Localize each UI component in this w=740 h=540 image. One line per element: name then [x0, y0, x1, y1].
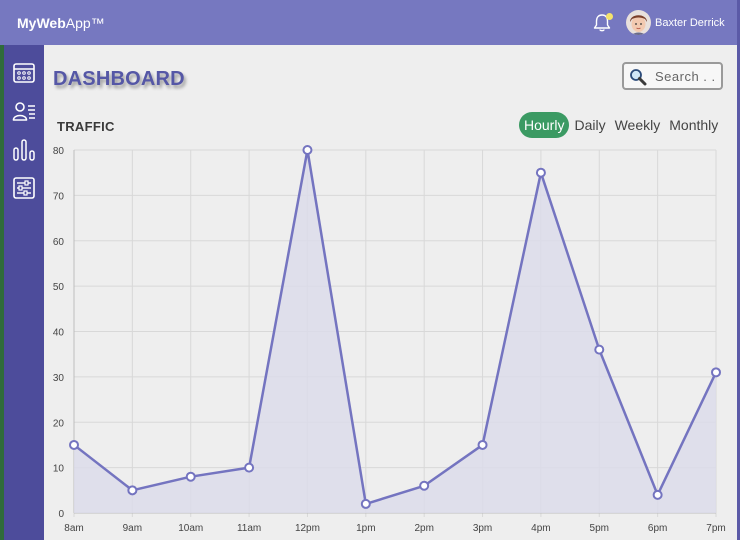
tab-weekly[interactable]: Weekly	[614, 117, 661, 133]
bar-chart-icon[interactable]	[12, 138, 36, 162]
sliders-icon[interactable]	[12, 176, 36, 200]
range-tabs: Hourly Daily Weekly Monthly	[519, 112, 723, 138]
traffic-title: TRAFFIC	[57, 119, 115, 134]
x-tick-label: 2pm	[414, 523, 433, 534]
series-line	[73, 148, 718, 506]
x-tick-label: 9am	[123, 523, 142, 534]
avatar[interactable]	[626, 10, 651, 35]
app-brand[interactable]: MyWebApp™	[17, 15, 105, 31]
y-tick-label: 80	[53, 146, 65, 157]
x-tick-label: 5pm	[590, 523, 609, 534]
tab-daily[interactable]: Daily	[574, 117, 606, 133]
x-tick-label: 1pm	[356, 523, 375, 534]
search-input[interactable]	[655, 67, 721, 85]
data-point	[535, 167, 546, 178]
y-tick-label: 70	[53, 191, 65, 202]
x-tick-label: 12pm	[295, 523, 320, 534]
x-tick-label: 10am	[178, 523, 203, 534]
y-tick-label: 0	[58, 509, 64, 520]
sidebar	[4, 45, 44, 540]
y-tick-label: 30	[53, 373, 65, 384]
x-tick-label: 7pm	[706, 523, 725, 534]
data-point	[302, 145, 313, 155]
main-content: DASHBOARD TRAFFIC Hourly Daily Weekly Mo…	[44, 45, 737, 540]
brand-bold: MyWeb	[17, 15, 66, 31]
x-tick-label: 8am	[64, 523, 83, 534]
user-name[interactable]: Baxter Derrick	[655, 17, 725, 29]
tab-hourly[interactable]: Hourly	[519, 112, 570, 138]
tab-monthly[interactable]: Monthly	[669, 117, 719, 133]
notification-dot	[606, 13, 613, 20]
bell-icon[interactable]	[591, 12, 613, 34]
series-area	[74, 150, 716, 513]
data-point	[711, 367, 721, 378]
y-tick-label: 20	[53, 418, 65, 429]
data-point	[477, 439, 488, 450]
y-tick-label: 60	[53, 237, 65, 248]
data-point	[127, 485, 138, 496]
data-point	[652, 489, 663, 500]
y-tick-label: 50	[53, 282, 65, 293]
window-edge	[737, 0, 740, 540]
search-icon	[630, 69, 647, 86]
user-list-icon[interactable]	[12, 99, 36, 123]
x-tick-label: 3pm	[473, 523, 492, 534]
y-tick-label: 40	[53, 328, 65, 339]
x-tick-label: 4pm	[531, 523, 550, 534]
brand-rest: App™	[65, 15, 105, 31]
data-point	[419, 480, 430, 491]
page-title: DASHBOARD	[53, 68, 185, 90]
search-box[interactable]	[622, 62, 723, 90]
data-point	[594, 344, 605, 355]
x-tick-label: 11am	[237, 523, 261, 534]
data-point	[185, 471, 196, 482]
traffic-chart: 0 10 20 30 40 50 60 70 80 8am 9am 10am 11am 12pm 1pm 2p…	[53, 145, 726, 534]
calendar-icon[interactable]	[12, 61, 36, 85]
data-point	[69, 439, 79, 450]
data-point	[360, 498, 371, 509]
x-tick-label: 6pm	[648, 523, 667, 534]
data-point	[244, 462, 255, 473]
y-tick-label: 10	[53, 464, 65, 475]
top-bar: MyWebApp™ Baxter Derrick	[0, 0, 737, 45]
